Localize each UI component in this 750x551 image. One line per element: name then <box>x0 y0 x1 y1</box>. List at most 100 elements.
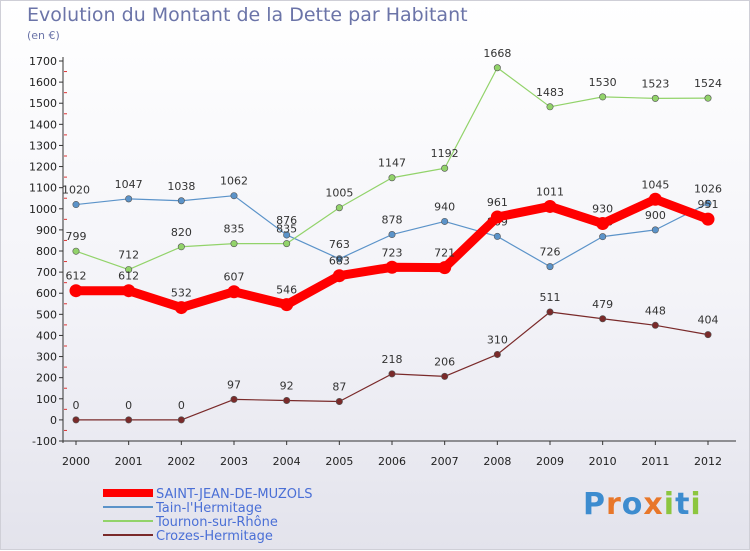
data-point <box>72 201 80 209</box>
data-label: 1047 <box>115 178 143 191</box>
data-label: 1062 <box>220 175 248 188</box>
data-point <box>599 315 607 323</box>
data-label: 712 <box>118 249 139 262</box>
y-tick-label: 600 <box>36 287 57 300</box>
x-tick-label: 2004 <box>273 455 301 468</box>
data-label: 723 <box>382 246 403 259</box>
data-label: 961 <box>487 196 508 209</box>
data-point <box>388 370 396 378</box>
x-tick-label: 2005 <box>325 455 353 468</box>
logo-letter: t <box>675 487 691 522</box>
y-tick-label: 400 <box>36 329 57 342</box>
data-label: 1668 <box>483 47 511 60</box>
y-tick-label: 900 <box>36 224 57 237</box>
y-tick-label: -100 <box>32 435 57 448</box>
y-tick-label: 1000 <box>29 203 57 216</box>
data-point <box>651 226 659 234</box>
data-point <box>72 416 80 424</box>
data-point <box>125 266 133 274</box>
logo-letter: o <box>621 487 644 522</box>
series-line <box>75 311 709 421</box>
data-point <box>599 93 607 101</box>
data-label: 940 <box>434 200 455 213</box>
data-label: 683 <box>329 255 350 268</box>
data-label: 799 <box>66 230 87 243</box>
x-tick-label: 2010 <box>589 455 617 468</box>
data-point <box>332 269 346 283</box>
data-point <box>438 261 452 275</box>
data-point <box>230 395 238 403</box>
data-point <box>177 416 185 424</box>
x-tick-label: 2003 <box>220 455 248 468</box>
data-label: 1011 <box>536 185 564 198</box>
data-label: 878 <box>382 214 403 227</box>
data-label: 612 <box>118 270 139 283</box>
data-point <box>441 164 449 172</box>
y-tick-label: 200 <box>36 372 57 385</box>
data-label: 97 <box>227 378 241 391</box>
data-point <box>283 231 291 239</box>
y-tick-label: 0 <box>50 414 57 427</box>
data-label: 1524 <box>694 77 722 90</box>
legend: SAINT-JEAN-DE-MUZOLSTain-l'HermitageTour… <box>103 487 313 544</box>
data-point <box>122 284 136 298</box>
y-tick-label: 1200 <box>29 161 57 174</box>
legend-label: Crozes-Hermitage <box>156 529 273 544</box>
data-label: 546 <box>276 284 297 297</box>
data-point <box>596 217 610 231</box>
proxiti-logo: Proxiti <box>583 487 702 522</box>
legend-label: SAINT-JEAN-DE-MUZOLS <box>156 487 313 502</box>
logo-letter: i <box>663 487 676 522</box>
data-point <box>704 199 712 207</box>
data-label: 900 <box>645 209 666 222</box>
x-tick-label: 2002 <box>167 455 195 468</box>
data-label: 726 <box>540 246 561 259</box>
data-point <box>651 94 659 102</box>
y-tick-label: 1500 <box>29 97 57 110</box>
data-label: 721 <box>434 247 455 260</box>
y-tick-label: 100 <box>36 393 57 406</box>
y-tick-label: 1300 <box>29 139 57 152</box>
logo-letter: x <box>643 487 664 522</box>
data-label: 763 <box>329 238 350 251</box>
y-tick-label: 800 <box>36 245 57 258</box>
data-point <box>177 197 185 205</box>
data-label: 511 <box>540 291 561 304</box>
data-point <box>441 217 449 225</box>
x-tick-label: 2001 <box>115 455 143 468</box>
data-point <box>648 192 662 206</box>
data-point <box>441 372 449 380</box>
y-tick-label: 700 <box>36 266 57 279</box>
data-label: 1483 <box>536 86 564 99</box>
data-label: 1038 <box>167 180 195 193</box>
data-label: 0 <box>178 399 185 412</box>
data-point <box>280 298 294 312</box>
series-0: 612 612 532 607 546 683 723 721 961 1011 930 1045 95… <box>66 178 719 315</box>
data-point <box>230 192 238 200</box>
data-point <box>388 174 396 182</box>
data-label: 1147 <box>378 157 406 170</box>
chart-subtitle: (en €) <box>27 29 60 42</box>
x-tick-label: 2009 <box>536 455 564 468</box>
data-label: 206 <box>434 355 455 368</box>
data-point <box>385 260 399 274</box>
data-label: 92 <box>280 379 294 392</box>
data-point <box>69 284 83 298</box>
data-point <box>283 396 291 404</box>
data-point <box>335 204 343 212</box>
data-point <box>543 199 557 213</box>
x-tick-label: 2011 <box>641 455 669 468</box>
data-label: 218 <box>382 353 403 366</box>
y-tick-label: 500 <box>36 308 57 321</box>
data-label: 0 <box>125 399 132 412</box>
data-point <box>546 263 554 271</box>
y-tick-label: 1100 <box>29 182 57 195</box>
data-point <box>283 240 291 248</box>
data-point <box>490 210 504 224</box>
data-point <box>546 308 554 316</box>
legend-label: Tournon-sur-Rhône <box>155 515 278 530</box>
x-tick-label: 2007 <box>431 455 459 468</box>
data-point <box>651 321 659 329</box>
series-2: 799 712 820 835 835 1005 1147 1192 1668 1483 1530 1… <box>66 47 722 274</box>
